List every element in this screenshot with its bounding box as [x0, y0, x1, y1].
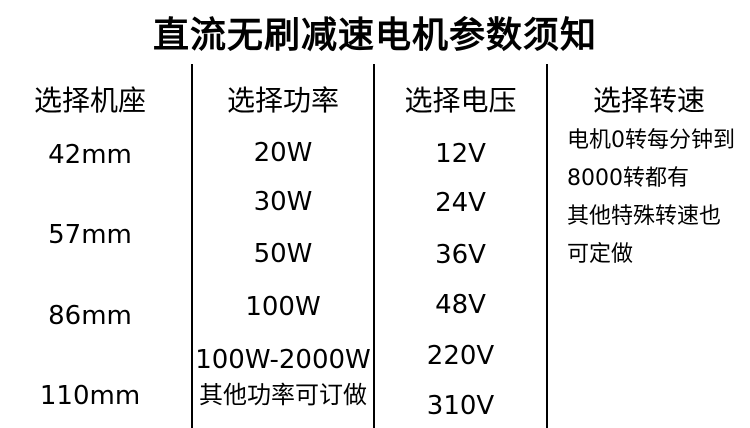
column-header-power: 选择功率: [226, 84, 339, 117]
voltage-option: 36V: [435, 240, 486, 270]
speed-note: 电机0转每分钟到 8000转都有 其他特殊转速也 可定做: [567, 122, 750, 274]
column-divider-1: [191, 64, 193, 428]
power-custom-note: 其他功率可订做: [199, 381, 367, 409]
column-divider-2: [373, 64, 375, 428]
speed-note-line: 电机0转每分钟到: [567, 128, 735, 153]
voltage-option: 48V: [435, 290, 486, 320]
voltage-option: 310V: [426, 391, 495, 421]
voltage-option: 24V: [435, 188, 486, 218]
power-option: 50W: [253, 239, 313, 269]
speed-note-line: 其他特殊转速也: [567, 204, 722, 229]
frame-size-option: 57mm: [48, 220, 132, 250]
power-option: 20W: [253, 138, 313, 168]
speed-note-line: 8000转都有: [567, 166, 689, 191]
power-option-custom-range: 100W-2000W: [195, 345, 371, 375]
column-divider-3: [546, 64, 548, 428]
voltage-option: 12V: [435, 139, 486, 169]
frame-size-option: 86mm: [48, 301, 132, 331]
column-voltage: 选择电压 12V 24V 36V 48V 220V 310V: [375, 0, 546, 428]
column-power: 选择功率 20W 30W 50W 100W 100W-2000W 其他功率可订做: [193, 0, 373, 428]
page-title: 直流无刷减速电机参数须知: [152, 15, 597, 56]
column-header-speed: 选择转速: [592, 84, 705, 117]
power-option: 100W: [245, 292, 321, 322]
column-header-frame: 选择机座: [33, 84, 146, 117]
frame-size-option: 42mm: [48, 140, 132, 170]
power-option: 30W: [253, 187, 313, 217]
column-header-voltage: 选择电压: [404, 84, 517, 117]
voltage-option: 220V: [426, 341, 495, 371]
column-speed: 选择转速 电机0转每分钟到 8000转都有 其他特殊转速也 可定做: [548, 0, 750, 428]
speed-note-line: 可定做: [567, 242, 634, 267]
column-frame-size: 选择机座 42mm 57mm 86mm 110mm: [0, 0, 180, 428]
frame-size-option: 110mm: [39, 381, 141, 411]
